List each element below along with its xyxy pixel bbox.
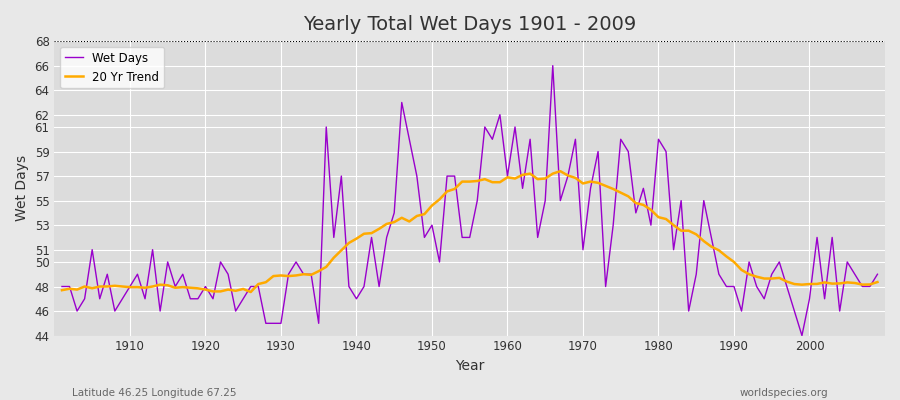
20 Yr Trend (117, 284, 128, 289)
20 Yr Trend (57, 288, 68, 292)
Wet Days (494, 112, 505, 117)
Legend: Wet Days, 20 Yr Trend: Wet Days, 20 Yr Trend (60, 47, 164, 88)
20 Yr Trend (509, 176, 520, 181)
Text: worldspecies.org: worldspecies.org (740, 388, 828, 398)
20 Yr Trend (336, 248, 346, 253)
Title: Yearly Total Wet Days 1901 - 2009: Yearly Total Wet Days 1901 - 2009 (303, 15, 636, 34)
Text: Latitude 46.25 Longitude 67.25: Latitude 46.25 Longitude 67.25 (72, 388, 237, 398)
20 Yr Trend (555, 169, 566, 174)
20 Yr Trend (246, 290, 256, 294)
Wet Days (796, 333, 807, 338)
Wet Days (328, 235, 339, 240)
20 Yr Trend (608, 186, 618, 191)
Wet Days (502, 174, 513, 178)
Wet Days (872, 272, 883, 277)
Wet Days (284, 272, 294, 277)
Wet Days (547, 63, 558, 68)
Y-axis label: Wet Days: Wet Days (15, 155, 29, 222)
Wet Days (117, 296, 128, 301)
Wet Days (600, 284, 611, 289)
20 Yr Trend (291, 273, 302, 278)
20 Yr Trend (502, 175, 513, 180)
Wet Days (57, 284, 68, 289)
Line: Wet Days: Wet Days (62, 66, 878, 336)
20 Yr Trend (872, 280, 883, 284)
X-axis label: Year: Year (455, 359, 484, 373)
Line: 20 Yr Trend: 20 Yr Trend (62, 171, 878, 292)
